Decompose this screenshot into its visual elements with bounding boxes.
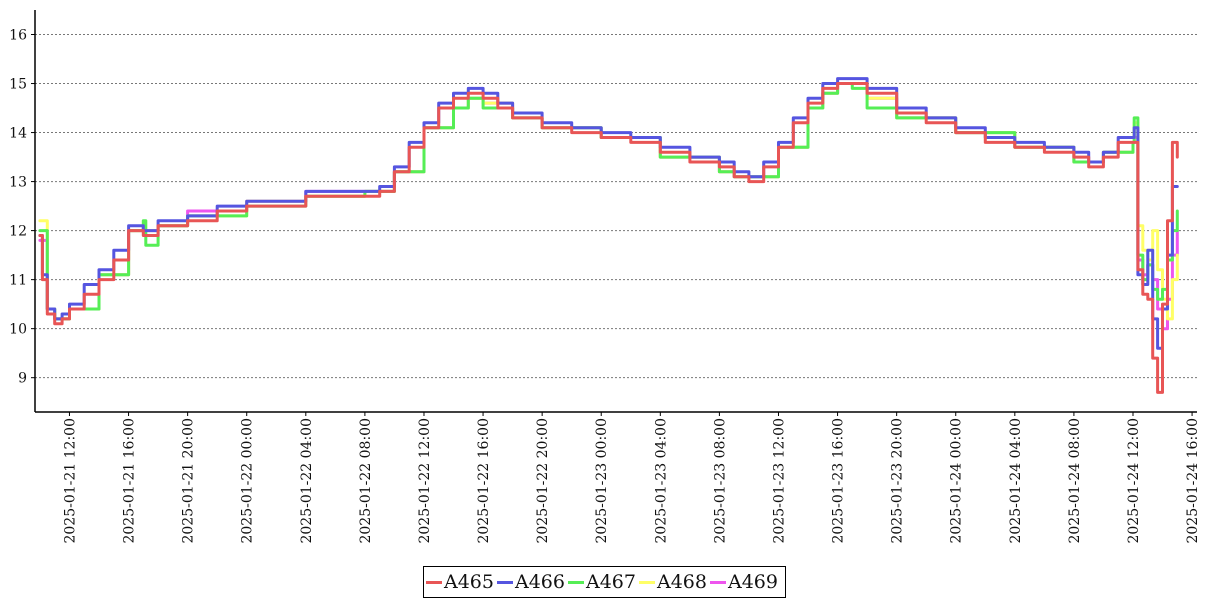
y-tick-label: 15 xyxy=(9,77,27,93)
legend-swatch xyxy=(639,580,655,584)
x-tick-label: 2025-01-24 16:00 xyxy=(1185,418,1201,544)
x-tick-label: 2025-01-23 20:00 xyxy=(890,418,906,544)
y-tick-label: 13 xyxy=(9,175,27,191)
x-tick-label: 2025-01-22 12:00 xyxy=(417,418,433,544)
y-tick-label: 14 xyxy=(9,126,27,142)
y-tick-label: 12 xyxy=(9,224,27,240)
x-tick-label: 2025-01-23 04:00 xyxy=(653,418,669,544)
series-lines xyxy=(38,77,1179,394)
x-tick-label: 2025-01-21 12:00 xyxy=(62,418,78,544)
x-tick-label: 2025-01-24 00:00 xyxy=(949,418,965,544)
x-tick-label: 2025-01-22 08:00 xyxy=(358,418,374,544)
x-tick-label: 2025-01-22 04:00 xyxy=(299,418,315,544)
legend-item-a469: A469 xyxy=(710,571,778,593)
x-tick-label: 2025-01-24 04:00 xyxy=(1008,418,1024,544)
series-line-a468 xyxy=(38,82,1179,321)
y-tick-label: 11 xyxy=(9,273,27,289)
y-tick-label: 9 xyxy=(18,371,27,387)
x-tick-label: 2025-01-23 12:00 xyxy=(771,418,787,544)
x-tick-label: 2025-01-22 00:00 xyxy=(240,418,256,544)
series-line-a465 xyxy=(38,82,1179,394)
series-line-a467 xyxy=(38,82,1179,321)
x-tick-label: 2025-01-24 08:00 xyxy=(1067,418,1083,544)
x-tick-label: 2025-01-21 20:00 xyxy=(181,418,197,544)
x-tick-label: 2025-01-23 08:00 xyxy=(712,418,728,544)
x-tick-label: 2025-01-23 00:00 xyxy=(594,418,610,544)
legend-swatch xyxy=(710,580,726,584)
legend-item-a468: A468 xyxy=(639,571,707,593)
series-line-a469 xyxy=(38,82,1179,331)
x-tick-label: 2025-01-24 12:00 xyxy=(1126,418,1142,544)
x-axis-ticks: 2025-01-21 12:00 2025-01-21 16:00 2025-01-… xyxy=(62,412,1201,544)
legend-label: A466 xyxy=(515,571,565,593)
x-tick-label: 2025-01-22 20:00 xyxy=(535,418,551,544)
y-tick-label: 16 xyxy=(9,28,27,44)
legend-label: A468 xyxy=(657,571,707,593)
legend-label: A465 xyxy=(444,571,494,593)
y-axis-ticks: 9 10 11 12 13 14 15 16 xyxy=(9,28,35,387)
x-tick-label: 2025-01-22 16:00 xyxy=(476,418,492,544)
x-tick-label: 2025-01-21 16:00 xyxy=(122,418,138,544)
legend-label: A467 xyxy=(586,571,636,593)
legend-item-a465: A465 xyxy=(426,571,494,593)
legend-item-a467: A467 xyxy=(568,571,636,593)
legend-item-a466: A466 xyxy=(497,571,565,593)
series-line-a466 xyxy=(38,77,1179,350)
legend-swatch xyxy=(568,580,584,584)
x-tick-label: 2025-01-23 16:00 xyxy=(831,418,847,544)
gridlines xyxy=(35,34,1197,379)
legend-label: A469 xyxy=(728,571,778,593)
y-tick-label: 10 xyxy=(9,322,27,338)
legend-swatch xyxy=(426,580,442,584)
legend-swatch xyxy=(497,580,513,584)
chart-legend: A465 A466 A467 A468 A469 xyxy=(423,566,786,598)
